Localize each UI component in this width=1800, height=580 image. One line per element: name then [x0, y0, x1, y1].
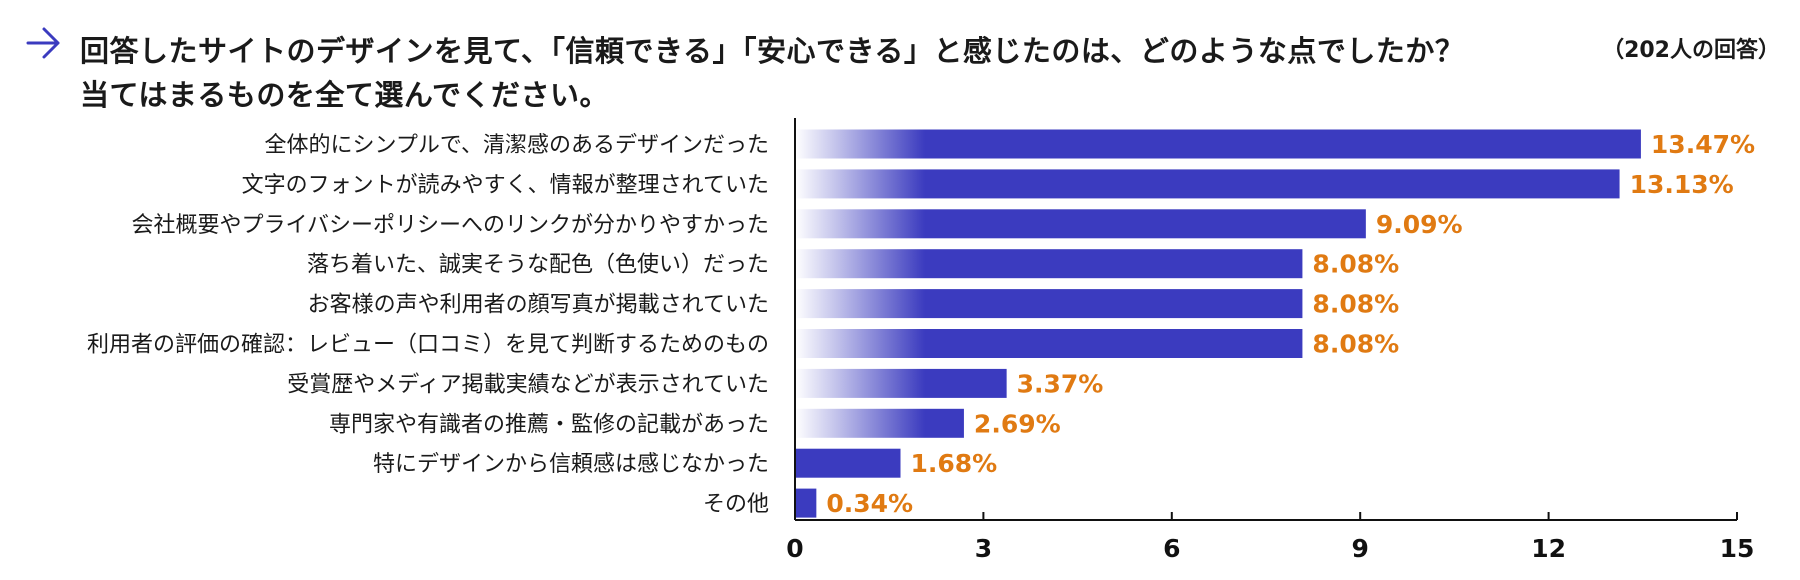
x-tick-label: 12: [1531, 534, 1566, 563]
bar: [795, 329, 1303, 358]
value-label: 8.08%: [1312, 330, 1399, 359]
bar: [795, 408, 964, 438]
axes-group: 0 3 6 9 12 15: [786, 118, 1754, 563]
bar: [795, 209, 1366, 239]
category-label: 専門家や有識者の推薦・監修の記載があった: [329, 412, 769, 437]
bar: [795, 448, 901, 478]
bar: [795, 129, 1641, 159]
category-label: お客様の声や利用者の顔写真が掲載されていた: [308, 293, 769, 318]
value-label: 8.08%: [1312, 290, 1399, 319]
category-label: 会社概要やプライバシーポリシーへのリンクが分かりやすかった: [131, 213, 769, 238]
category-label: 受賞歴やメディア掲載実績などが表示されていた: [287, 372, 769, 397]
bar: [795, 488, 817, 518]
bar: [795, 368, 1007, 398]
bars-group: 全体的にシンプルで、清潔感のあるデザインだった 13.47% 文字のフォントが読みや…: [87, 129, 1755, 518]
category-label: 全体的にシンプルで、清潔感のあるデザインだった: [265, 133, 769, 158]
bar: [795, 249, 1303, 279]
value-label: 13.47%: [1651, 130, 1755, 159]
x-tick-label: 15: [1720, 534, 1755, 563]
category-label: 特にデザインから信頼感は感じなかった: [373, 452, 769, 477]
value-label: 3.37%: [1017, 369, 1104, 398]
value-label: 0.34%: [826, 489, 913, 518]
chart-title-line-1: 回答したサイトのデザインを見て、「信頼できる」「安心できる」と感じたのは、どのよ…: [80, 34, 1465, 68]
x-tick-label: 9: [1351, 534, 1368, 563]
x-tick-label: 3: [975, 534, 992, 563]
category-label: その他: [703, 492, 769, 517]
arrow-right-icon: [26, 27, 60, 59]
x-tick-label: 0: [786, 534, 803, 563]
value-label: 13.13%: [1630, 170, 1734, 199]
bar: [795, 289, 1303, 319]
category-label: 落ち着いた、誠実そうな配色（色使い）だった: [307, 253, 769, 278]
value-label: 1.68%: [911, 449, 998, 478]
bar: [795, 169, 1620, 199]
value-label: 2.69%: [974, 409, 1061, 438]
value-label: 8.08%: [1312, 250, 1399, 279]
chart-header: 回答したサイトのデザインを見て、「信頼できる」「安心できる」と感じたのは、どのよ…: [0, 0, 1800, 112]
x-tick-label: 6: [1163, 534, 1180, 563]
category-label: 文字のフォントが読みやすく、情報が整理されていた: [242, 173, 769, 198]
chart-title-line-2: 当てはまるものを全て選んでください。: [80, 78, 609, 112]
value-label: 9.09%: [1376, 210, 1463, 239]
category-label: 利用者の評価の確認：レビュー（口コミ）を見て判断するためのもの: [87, 333, 769, 358]
respondents-note: （202人の回答）: [1602, 38, 1780, 63]
